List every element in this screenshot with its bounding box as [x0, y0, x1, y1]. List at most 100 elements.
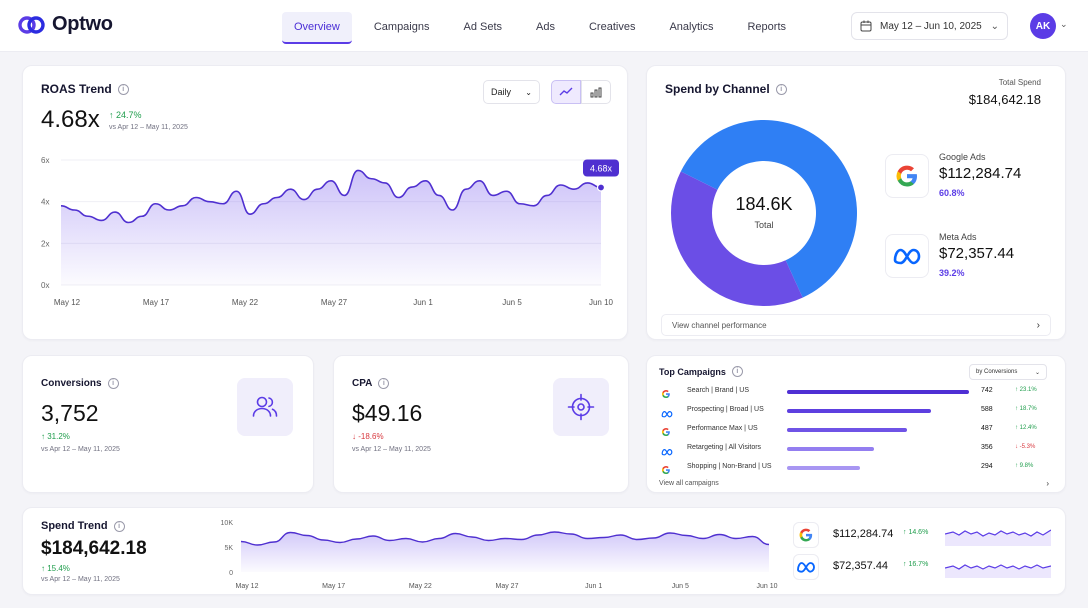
campaign-bar: [787, 447, 875, 451]
meta-icon: [797, 562, 815, 573]
chevron-down-icon[interactable]: ⌄: [1060, 19, 1068, 29]
roas-y-tick: 2x: [41, 239, 49, 248]
spend-trend-google[interactable]: $112,284.74 ↑ 14.6%: [793, 520, 1053, 550]
campaigns-sort-value: by Conversions: [976, 369, 1018, 375]
spend-trend-card: Spend Trend i $184,642.18 ↑ 15.4% vs Apr…: [22, 507, 1066, 595]
donut-center-label: Total: [754, 220, 774, 230]
campaign-bar-track: [787, 466, 969, 470]
spend-x-tick: May 17: [322, 583, 345, 590]
google-sparkline: [945, 529, 1051, 546]
campaign-bar-track: [787, 447, 969, 451]
channel-meta[interactable]: Meta Ads $72,357.44 39.2%: [885, 228, 1055, 288]
spend-line: [240, 531, 770, 546]
roas-value: 4.68x: [41, 106, 100, 133]
campaign-bar: [787, 466, 860, 470]
google-logo-box: [885, 154, 929, 198]
spend-trend-delta: ↑ 15.4%: [41, 564, 70, 573]
spend-x-tick: May 27: [496, 583, 519, 590]
granularity-select[interactable]: Daily ⌄: [483, 80, 540, 104]
channel-google[interactable]: Google Ads $112,284.74 60.8%: [885, 148, 1055, 208]
spend-trend-title: Spend Trend: [41, 520, 108, 532]
campaign-bar-track: [787, 409, 969, 413]
users-icon: [252, 396, 278, 417]
google-icon: [661, 462, 671, 480]
bar-chart-toggle[interactable]: [581, 80, 611, 104]
campaigns-title: Top Campaigns: [659, 366, 726, 377]
campaigns-sort-select[interactable]: by Conversions ⌄: [969, 364, 1047, 380]
tab-campaigns[interactable]: Campaigns: [373, 21, 430, 33]
spend-trend-comparison: vs Apr 12 – May 11, 2025: [41, 576, 120, 583]
campaign-row[interactable]: Shopping | Non-Brand | US 294 ↑ 9.8%: [659, 460, 1054, 477]
tab-creatives[interactable]: Creatives: [588, 21, 636, 33]
channel-amount: $72,357.44: [939, 245, 1015, 262]
campaign-name: Retargeting | All Visitors: [687, 444, 762, 451]
tab-overview[interactable]: Overview: [282, 12, 352, 44]
info-icon[interactable]: i: [117, 83, 129, 95]
app-logo[interactable]: Optwo: [18, 13, 113, 36]
roas-x-tick: May 27: [321, 298, 348, 307]
campaign-delta: ↑ 18.7%: [1015, 406, 1037, 412]
roas-tooltip-box: [583, 159, 619, 177]
chevron-down-icon: ⌄: [1034, 369, 1040, 376]
date-range-picker[interactable]: May 12 – Jun 10, 2025 ⌄: [851, 12, 1008, 40]
roas-comparison: vs Apr 12 – May 11, 2025: [109, 124, 188, 131]
info-icon[interactable]: i: [378, 378, 390, 389]
chevron-down-icon: ⌄: [990, 20, 999, 32]
chevron-right-icon: ›: [1036, 319, 1040, 331]
roas-x-tick: May 17: [143, 298, 170, 307]
info-icon[interactable]: i: [113, 520, 125, 532]
roas-line-chart[interactable]: 0x 2x 4x 6x 4.68x May 12 May 17 May 22 May 27 Jun…: [23, 146, 629, 336]
line-chart-toggle[interactable]: [551, 80, 581, 104]
tab-reports[interactable]: Reports: [747, 21, 787, 33]
info-icon[interactable]: i: [107, 378, 119, 389]
info-icon[interactable]: i: [731, 366, 743, 377]
campaign-conversions: 356: [981, 444, 993, 451]
roas-y-tick: 4x: [41, 198, 49, 207]
spend-channel-title-row: Spend by Channel i: [665, 82, 787, 96]
date-range-label: May 12 – Jun 10, 2025: [880, 20, 982, 32]
donut-slice-google: [680, 119, 857, 298]
channel-name: Meta Ads: [939, 232, 977, 242]
campaign-delta: ↑ 12.4%: [1015, 425, 1037, 431]
bar-chart-icon: [590, 87, 602, 97]
roas-x-tick: Jun 1: [413, 298, 433, 307]
campaign-bar: [787, 428, 908, 432]
campaign-row[interactable]: Prospecting | Broad | US 588 ↑ 18.7%: [659, 403, 1054, 420]
tab-ad-sets[interactable]: Ad Sets: [463, 21, 503, 33]
logo-icon: [18, 15, 45, 34]
spend-trend-value: $184,642.18: [41, 538, 147, 559]
top-bar: Optwo Overview Campaigns Ad Sets Ads Cre…: [0, 0, 1088, 52]
roas-last-point: [596, 183, 606, 192]
tab-analytics[interactable]: Analytics: [669, 21, 714, 33]
calendar-icon: [860, 20, 872, 32]
view-channel-performance-link[interactable]: View channel performance ›: [661, 314, 1051, 336]
spend-donut-chart[interactable]: [669, 118, 859, 308]
spend-trend-chart[interactable]: 0 5K 10K May 12 May 17 May 22 May 27 Jun 1 Jun 5…: [215, 512, 785, 594]
roas-line: [60, 169, 602, 224]
campaign-delta: ↑ 9.8%: [1015, 463, 1034, 469]
view-all-campaigns-link[interactable]: View all campaigns ›: [659, 476, 1055, 490]
campaign-name: Performance Max | US: [687, 425, 758, 432]
spend-trend-meta[interactable]: $72,357.44 ↑ 16.7%: [793, 552, 1053, 582]
campaign-row[interactable]: Performance Max | US 487 ↑ 12.4%: [659, 422, 1054, 439]
meta-sparkline: [945, 564, 1051, 578]
campaign-row[interactable]: Search | Brand | US 742 ↑ 23.1%: [659, 384, 1054, 401]
meta-icon: [661, 405, 673, 423]
top-campaigns-card: Top Campaigns i by Conversions ⌄ Search …: [646, 355, 1066, 493]
tab-ads[interactable]: Ads: [536, 21, 555, 33]
roas-title-row: ROAS Trend i: [41, 82, 129, 96]
spend-y-tick: 0: [229, 570, 233, 577]
spend-x-tick: May 12: [236, 583, 259, 590]
spend-x-tick: Jun 1: [585, 583, 602, 590]
campaign-row[interactable]: Retargeting | All Visitors 356 ↓ -5.3%: [659, 441, 1054, 458]
chevron-down-icon: ⌄: [525, 87, 532, 97]
campaign-bar: [787, 409, 931, 413]
spend-trend-channel-delta: ↑ 16.7%: [903, 561, 929, 568]
campaign-conversions: 742: [981, 387, 993, 394]
roas-y-tick: 6x: [41, 156, 49, 165]
channel-amount: $112,284.74: [939, 165, 1022, 182]
channel-name: Google Ads: [939, 152, 986, 162]
conversions-icon-box: [237, 378, 293, 436]
user-avatar[interactable]: AK: [1030, 13, 1056, 39]
info-icon[interactable]: i: [775, 83, 787, 95]
